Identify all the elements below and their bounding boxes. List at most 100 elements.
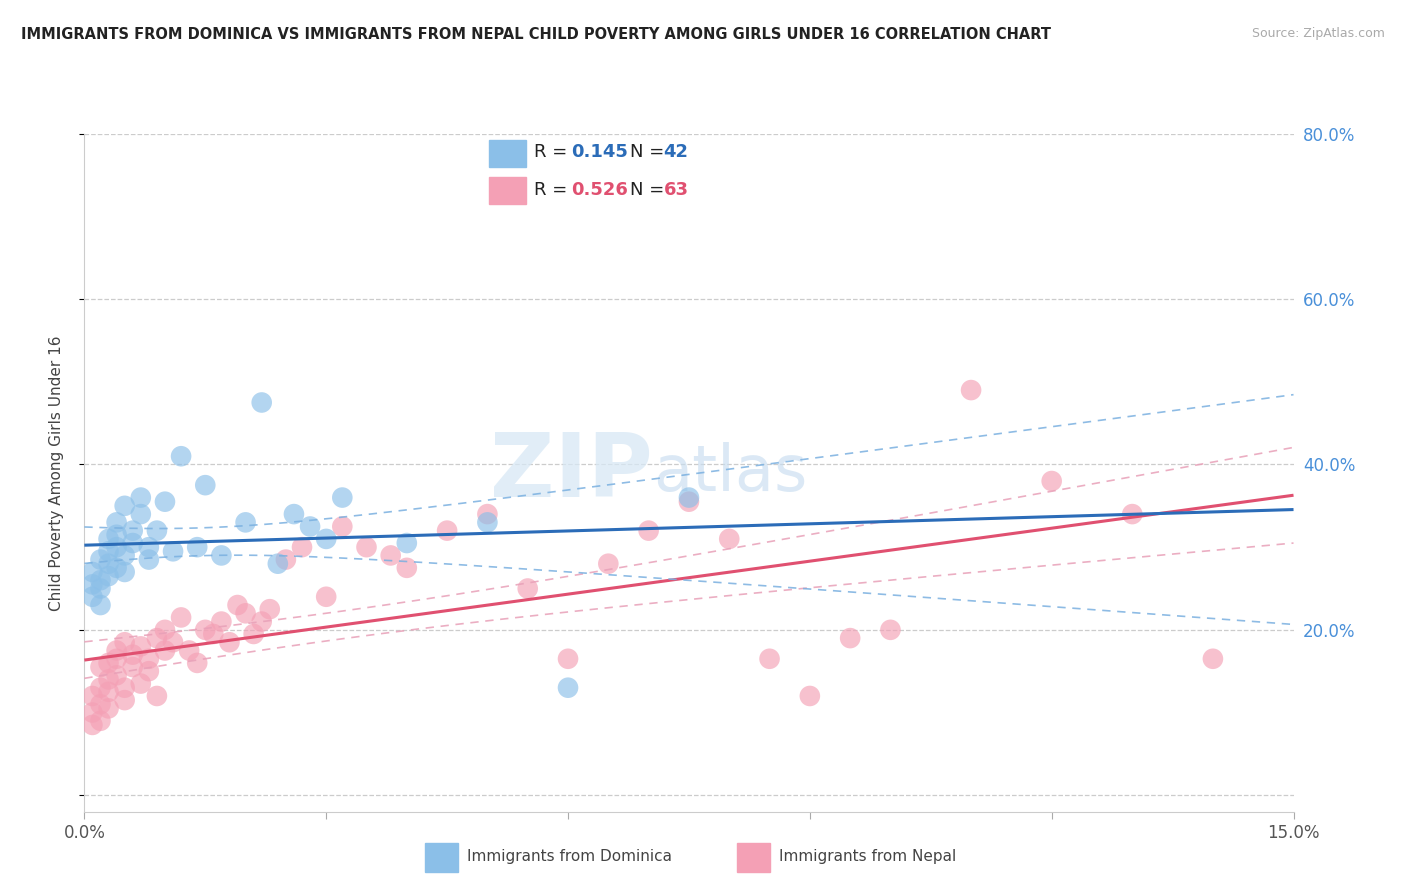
Text: 0.145: 0.145: [571, 144, 627, 161]
Point: [82, 577, 104, 591]
Point: [283, 507, 305, 521]
Point: [129, 676, 152, 690]
Point: [89, 698, 111, 712]
Text: Immigrants from Dominica: Immigrants from Dominica: [467, 849, 672, 863]
Point: [226, 598, 249, 612]
Point: [89, 598, 111, 612]
Point: [170, 449, 193, 463]
Point: [242, 627, 264, 641]
Point: [395, 561, 418, 575]
Text: Immigrants from Nepal: Immigrants from Nepal: [779, 849, 956, 863]
Point: [879, 623, 901, 637]
Point: [97, 685, 120, 699]
Point: [97, 532, 120, 546]
Bar: [737, 843, 770, 872]
Point: [82, 565, 104, 579]
Point: [114, 565, 136, 579]
Text: ZIP: ZIP: [489, 429, 652, 516]
Point: [637, 524, 659, 538]
Point: [105, 540, 128, 554]
Point: [153, 623, 176, 637]
Point: [235, 516, 257, 530]
Point: [202, 627, 225, 641]
Point: [121, 524, 143, 538]
Point: [146, 689, 169, 703]
Point: [89, 573, 111, 587]
Point: [121, 660, 143, 674]
Point: [153, 494, 176, 508]
Point: [186, 656, 208, 670]
Point: [138, 552, 160, 566]
Y-axis label: Child Poverty Among Girls Under 16: Child Poverty Among Girls Under 16: [49, 335, 63, 610]
Point: [105, 516, 128, 530]
Point: [138, 540, 160, 554]
Point: [1040, 474, 1063, 488]
Point: [299, 519, 322, 533]
Bar: [489, 177, 526, 204]
Point: [129, 640, 152, 654]
Text: R =: R =: [534, 144, 574, 161]
Point: [97, 557, 120, 571]
Point: [89, 714, 111, 728]
Text: IMMIGRANTS FROM DOMINICA VS IMMIGRANTS FROM NEPAL CHILD POVERTY AMONG GIRLS UNDE: IMMIGRANTS FROM DOMINICA VS IMMIGRANTS F…: [21, 27, 1052, 42]
Point: [82, 706, 104, 720]
Point: [114, 681, 136, 695]
Point: [82, 689, 104, 703]
Point: [274, 552, 297, 566]
Point: [97, 569, 120, 583]
Point: [89, 681, 111, 695]
Point: [82, 590, 104, 604]
Point: [557, 681, 579, 695]
Point: [129, 491, 152, 505]
Point: [315, 532, 337, 546]
Point: [170, 610, 193, 624]
Point: [97, 673, 120, 687]
Point: [186, 540, 208, 554]
Point: [105, 528, 128, 542]
Point: [105, 652, 128, 666]
Point: [330, 491, 353, 505]
Point: [516, 582, 538, 596]
Point: [598, 557, 620, 571]
Point: [114, 499, 136, 513]
Bar: [425, 843, 458, 872]
Text: 0.526: 0.526: [571, 181, 627, 199]
Point: [1121, 507, 1143, 521]
Point: [97, 656, 120, 670]
Point: [960, 383, 983, 397]
Point: [162, 544, 184, 558]
Point: [557, 652, 579, 666]
Text: R =: R =: [534, 181, 574, 199]
Point: [114, 549, 136, 563]
Point: [97, 701, 120, 715]
Point: [105, 668, 128, 682]
Point: [436, 524, 458, 538]
Point: [395, 536, 418, 550]
Point: [291, 540, 314, 554]
Text: Source: ZipAtlas.com: Source: ZipAtlas.com: [1251, 27, 1385, 40]
Point: [153, 643, 176, 657]
Point: [758, 652, 780, 666]
Point: [105, 643, 128, 657]
Point: [97, 544, 120, 558]
Point: [114, 693, 136, 707]
Point: [209, 549, 232, 563]
Point: [89, 552, 111, 566]
Point: [477, 507, 499, 521]
Text: N =: N =: [630, 144, 669, 161]
Point: [330, 519, 353, 533]
Point: [121, 536, 143, 550]
Point: [179, 643, 201, 657]
Point: [839, 631, 862, 645]
Point: [380, 549, 402, 563]
Point: [146, 524, 169, 538]
Point: [267, 557, 290, 571]
Text: 42: 42: [664, 144, 689, 161]
Text: 63: 63: [664, 181, 689, 199]
Point: [678, 494, 700, 508]
Point: [209, 615, 232, 629]
Point: [82, 718, 104, 732]
Point: [129, 507, 152, 521]
Point: [138, 652, 160, 666]
Point: [718, 532, 741, 546]
